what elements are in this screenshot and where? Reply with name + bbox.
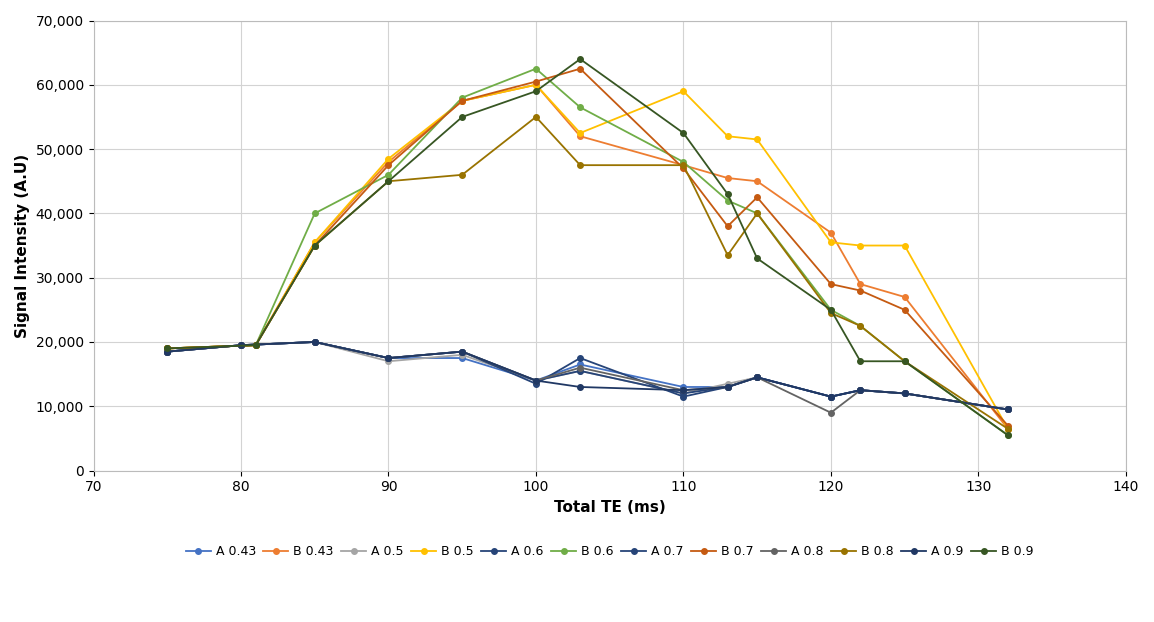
Y-axis label: Signal Intensity (A.U): Signal Intensity (A.U)	[15, 154, 30, 338]
Legend: A 0.43, B 0.43, A 0.5, B 0.5, A 0.6, B 0.6, A 0.7, B 0.7, A 0.8, B 0.8, A 0.9, B: A 0.43, B 0.43, A 0.5, B 0.5, A 0.6, B 0…	[180, 541, 1039, 564]
X-axis label: Total TE (ms): Total TE (ms)	[554, 500, 666, 515]
